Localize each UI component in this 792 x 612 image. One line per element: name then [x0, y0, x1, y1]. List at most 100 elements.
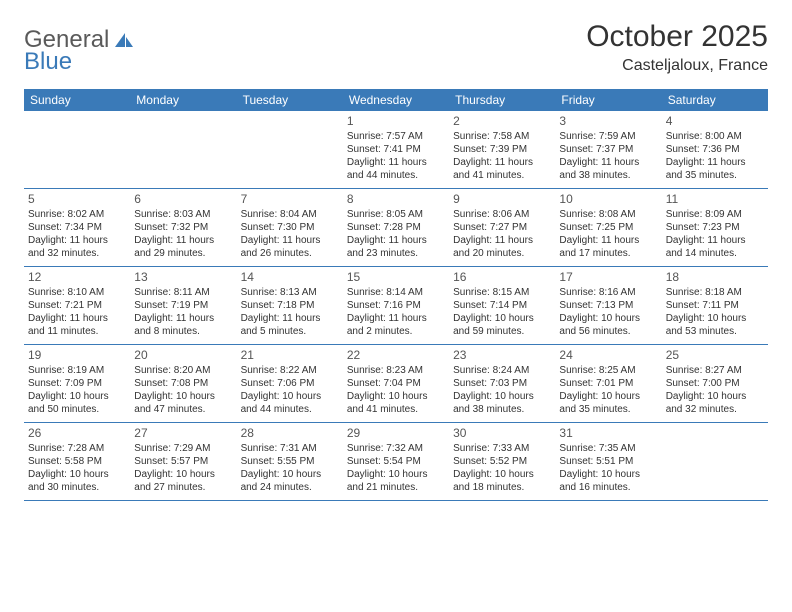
day-details: Sunrise: 8:03 AMSunset: 7:32 PMDaylight:…: [134, 208, 232, 260]
day-details: Sunrise: 8:22 AMSunset: 7:06 PMDaylight:…: [241, 364, 339, 416]
day-details: Sunrise: 8:16 AMSunset: 7:13 PMDaylight:…: [559, 286, 657, 338]
calendar-day: 21 Sunrise: 8:22 AMSunset: 7:06 PMDayligh…: [237, 345, 343, 423]
day-details: Sunrise: 8:11 AMSunset: 7:19 PMDaylight:…: [134, 286, 232, 338]
day-number: 26: [28, 426, 126, 440]
day-number: 13: [134, 270, 232, 284]
calendar-day: 5 Sunrise: 8:02 AMSunset: 7:34 PMDaylight…: [24, 189, 130, 267]
calendar-day: 18 Sunrise: 8:18 AMSunset: 7:11 PMDayligh…: [662, 267, 768, 345]
day-header: Tuesday: [237, 89, 343, 111]
day-details: Sunrise: 8:13 AMSunset: 7:18 PMDaylight:…: [241, 286, 339, 338]
day-details: Sunrise: 8:23 AMSunset: 7:04 PMDaylight:…: [347, 364, 445, 416]
calendar-day: [24, 111, 130, 189]
day-details: Sunrise: 8:10 AMSunset: 7:21 PMDaylight:…: [28, 286, 126, 338]
calendar-day: 6Sunrise: 8:03 AMSunset: 7:32 PMDaylight…: [130, 189, 236, 267]
day-number: 8: [347, 192, 445, 206]
calendar-table: SundayMondayTuesdayWednesdayThursdayFrid…: [24, 89, 768, 501]
calendar-body: 1 Sunrise: 7:57 AMSunset: 7:41 PMDaylight…: [24, 111, 768, 501]
day-header: Friday: [555, 89, 661, 111]
calendar-day: [130, 111, 236, 189]
day-details: Sunrise: 8:08 AMSunset: 7:25 PMDaylight:…: [559, 208, 657, 260]
day-details: Sunrise: 8:09 AMSunset: 7:23 PMDaylight:…: [666, 208, 764, 260]
calendar-week: 19 Sunrise: 8:19 AMSunset: 7:09 PMDayligh…: [24, 345, 768, 423]
day-details: Sunrise: 7:58 AMSunset: 7:39 PMDaylight:…: [453, 130, 551, 182]
calendar-day: 14 Sunrise: 8:13 AMSunset: 7:18 PMDayligh…: [237, 267, 343, 345]
day-details: Sunrise: 8:27 AMSunset: 7:00 PMDaylight:…: [666, 364, 764, 416]
title-block: October 2025 Casteljaloux, France: [586, 20, 768, 75]
calendar-day: 19 Sunrise: 8:19 AMSunset: 7:09 PMDayligh…: [24, 345, 130, 423]
day-number: 5: [28, 192, 126, 206]
day-details: Sunrise: 8:15 AMSunset: 7:14 PMDaylight:…: [453, 286, 551, 338]
day-number: 31: [559, 426, 657, 440]
day-number: 17: [559, 270, 657, 284]
calendar-day: 1 Sunrise: 7:57 AMSunset: 7:41 PMDaylight…: [343, 111, 449, 189]
day-number: 21: [241, 348, 339, 362]
calendar-day: 13 Sunrise: 8:11 AMSunset: 7:19 PMDayligh…: [130, 267, 236, 345]
day-details: Sunrise: 7:31 AMSunset: 5:55 PMDaylight:…: [241, 442, 339, 494]
day-details: Sunrise: 7:28 AMSunset: 5:58 PMDaylight:…: [28, 442, 126, 494]
day-details: Sunrise: 7:57 AMSunset: 7:41 PMDaylight:…: [347, 130, 445, 182]
calendar-day: 3Sunrise: 7:59 AMSunset: 7:37 PMDaylight…: [555, 111, 661, 189]
day-number: 24: [559, 348, 657, 362]
calendar-day: 11 Sunrise: 8:09 AMSunset: 7:23 PMDayligh…: [662, 189, 768, 267]
calendar-day: 26 Sunrise: 7:28 AMSunset: 5:58 PMDayligh…: [24, 423, 130, 501]
calendar-day: 31 Sunrise: 7:35 AMSunset: 5:51 PMDayligh…: [555, 423, 661, 501]
day-number: 25: [666, 348, 764, 362]
calendar-day: 24Sunrise: 8:25 AMSunset: 7:01 PMDayligh…: [555, 345, 661, 423]
day-details: Sunrise: 8:14 AMSunset: 7:16 PMDaylight:…: [347, 286, 445, 338]
logo-text-b: Blue: [24, 48, 72, 76]
month-title: October 2025: [586, 20, 768, 53]
calendar-day: 22 Sunrise: 8:23 AMSunset: 7:04 PMDayligh…: [343, 345, 449, 423]
day-number: 2: [453, 114, 551, 128]
calendar-day: 7 Sunrise: 8:04 AMSunset: 7:30 PMDaylight…: [237, 189, 343, 267]
day-number: 16: [453, 270, 551, 284]
day-details: Sunrise: 8:02 AMSunset: 7:34 PMDaylight:…: [28, 208, 126, 260]
day-number: 18: [666, 270, 764, 284]
day-number: 11: [666, 192, 764, 206]
calendar-day: 30 Sunrise: 7:33 AMSunset: 5:52 PMDayligh…: [449, 423, 555, 501]
day-number: 19: [28, 348, 126, 362]
calendar-day: 12 Sunrise: 8:10 AMSunset: 7:21 PMDayligh…: [24, 267, 130, 345]
header: General October 2025 Casteljaloux, Franc…: [24, 20, 768, 75]
day-number: 15: [347, 270, 445, 284]
calendar-day: 10Sunrise: 8:08 AMSunset: 7:25 PMDayligh…: [555, 189, 661, 267]
day-number: 22: [347, 348, 445, 362]
day-number: 20: [134, 348, 232, 362]
day-header-row: SundayMondayTuesdayWednesdayThursdayFrid…: [24, 89, 768, 111]
calendar-day: 17 Sunrise: 8:16 AMSunset: 7:13 PMDayligh…: [555, 267, 661, 345]
day-number: 9: [453, 192, 551, 206]
day-details: Sunrise: 8:24 AMSunset: 7:03 PMDaylight:…: [453, 364, 551, 416]
day-details: Sunrise: 8:00 AMSunset: 7:36 PMDaylight:…: [666, 130, 764, 182]
calendar-day: 15 Sunrise: 8:14 AMSunset: 7:16 PMDayligh…: [343, 267, 449, 345]
day-number: 28: [241, 426, 339, 440]
day-number: 12: [28, 270, 126, 284]
calendar-day: 29 Sunrise: 7:32 AMSunset: 5:54 PMDayligh…: [343, 423, 449, 501]
day-details: Sunrise: 7:35 AMSunset: 5:51 PMDaylight:…: [559, 442, 657, 494]
day-number: 4: [666, 114, 764, 128]
calendar-day: 16 Sunrise: 8:15 AMSunset: 7:14 PMDayligh…: [449, 267, 555, 345]
day-details: Sunrise: 7:33 AMSunset: 5:52 PMDaylight:…: [453, 442, 551, 494]
day-details: Sunrise: 7:32 AMSunset: 5:54 PMDaylight:…: [347, 442, 445, 494]
day-number: 1: [347, 114, 445, 128]
day-details: Sunrise: 8:20 AMSunset: 7:08 PMDaylight:…: [134, 364, 232, 416]
day-number: 30: [453, 426, 551, 440]
day-number: 7: [241, 192, 339, 206]
day-number: 14: [241, 270, 339, 284]
logo-sail-icon: [113, 31, 135, 49]
calendar-day: 9Sunrise: 8:06 AMSunset: 7:27 PMDaylight…: [449, 189, 555, 267]
day-header: Wednesday: [343, 89, 449, 111]
day-header: Sunday: [24, 89, 130, 111]
calendar-day: 25 Sunrise: 8:27 AMSunset: 7:00 PMDayligh…: [662, 345, 768, 423]
calendar-day: 8Sunrise: 8:05 AMSunset: 7:28 PMDaylight…: [343, 189, 449, 267]
calendar-day: 20 Sunrise: 8:20 AMSunset: 7:08 PMDayligh…: [130, 345, 236, 423]
day-details: Sunrise: 8:04 AMSunset: 7:30 PMDaylight:…: [241, 208, 339, 260]
calendar-day: 27Sunrise: 7:29 AMSunset: 5:57 PMDayligh…: [130, 423, 236, 501]
calendar-day: [662, 423, 768, 501]
day-number: 29: [347, 426, 445, 440]
calendar-week: 5 Sunrise: 8:02 AMSunset: 7:34 PMDaylight…: [24, 189, 768, 267]
day-header: Saturday: [662, 89, 768, 111]
calendar-week: 12 Sunrise: 8:10 AMSunset: 7:21 PMDayligh…: [24, 267, 768, 345]
day-details: Sunrise: 8:18 AMSunset: 7:11 PMDaylight:…: [666, 286, 764, 338]
day-number: 3: [559, 114, 657, 128]
day-details: Sunrise: 8:19 AMSunset: 7:09 PMDaylight:…: [28, 364, 126, 416]
calendar-week: 26 Sunrise: 7:28 AMSunset: 5:58 PMDayligh…: [24, 423, 768, 501]
